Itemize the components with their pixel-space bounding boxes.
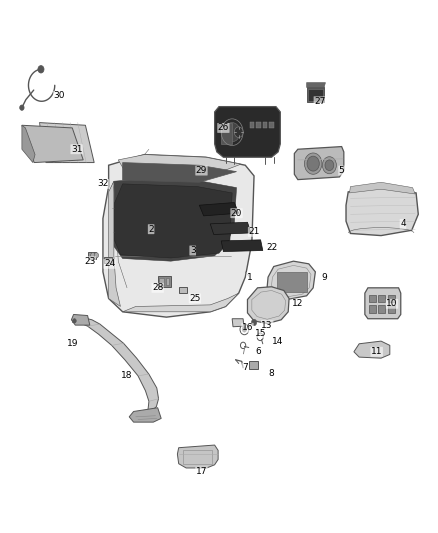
Text: 14: 14 xyxy=(272,337,284,345)
Text: 1: 1 xyxy=(247,273,253,281)
Text: 11: 11 xyxy=(371,348,382,356)
Polygon shape xyxy=(199,203,239,216)
Circle shape xyxy=(73,319,76,323)
Circle shape xyxy=(234,127,243,138)
Bar xyxy=(388,295,395,302)
Bar xyxy=(88,252,96,259)
Bar xyxy=(269,122,274,128)
Text: 3: 3 xyxy=(190,246,196,255)
Polygon shape xyxy=(39,123,94,163)
Text: 15: 15 xyxy=(255,329,266,337)
Text: 23: 23 xyxy=(84,257,95,265)
Text: 2: 2 xyxy=(148,225,154,233)
Circle shape xyxy=(307,156,319,171)
Bar xyxy=(369,295,376,302)
Bar xyxy=(221,123,232,144)
Circle shape xyxy=(20,105,24,110)
Text: 21: 21 xyxy=(248,228,260,236)
Circle shape xyxy=(38,66,44,73)
Text: 31: 31 xyxy=(71,145,82,154)
Text: 26: 26 xyxy=(218,124,229,132)
Text: 5: 5 xyxy=(339,166,345,175)
Bar xyxy=(250,122,254,128)
Bar xyxy=(158,276,171,287)
Text: 24: 24 xyxy=(104,260,115,268)
Circle shape xyxy=(251,319,257,326)
Text: 32: 32 xyxy=(97,180,109,188)
Text: 22: 22 xyxy=(266,244,277,252)
Circle shape xyxy=(94,253,99,258)
Bar xyxy=(104,257,112,263)
Polygon shape xyxy=(232,319,244,327)
Text: 29: 29 xyxy=(196,166,207,175)
Bar xyxy=(307,87,324,102)
Polygon shape xyxy=(123,163,237,182)
Text: 13: 13 xyxy=(261,321,273,329)
Polygon shape xyxy=(354,341,390,358)
Polygon shape xyxy=(350,182,415,194)
Text: 30: 30 xyxy=(53,92,65,100)
Circle shape xyxy=(224,123,240,142)
Circle shape xyxy=(304,153,322,174)
Polygon shape xyxy=(22,125,35,163)
Bar xyxy=(378,295,385,302)
Polygon shape xyxy=(267,261,315,300)
Text: 9: 9 xyxy=(321,273,327,281)
Polygon shape xyxy=(177,445,218,468)
Polygon shape xyxy=(210,222,251,235)
Polygon shape xyxy=(307,83,325,87)
Bar xyxy=(166,278,169,285)
Polygon shape xyxy=(123,293,239,312)
Bar xyxy=(183,450,212,464)
Text: 17: 17 xyxy=(196,467,207,476)
Bar xyxy=(159,278,164,285)
Text: 6: 6 xyxy=(255,348,261,356)
Bar xyxy=(256,122,261,128)
Polygon shape xyxy=(72,318,159,416)
Text: 7: 7 xyxy=(242,364,248,372)
Polygon shape xyxy=(22,125,83,163)
Bar xyxy=(388,305,395,313)
Polygon shape xyxy=(115,184,232,258)
Polygon shape xyxy=(110,179,237,261)
Polygon shape xyxy=(71,314,90,325)
Bar xyxy=(263,122,267,128)
Text: 19: 19 xyxy=(67,340,78,348)
Text: 12: 12 xyxy=(292,300,304,308)
Text: 18: 18 xyxy=(121,372,133,380)
Polygon shape xyxy=(247,287,289,324)
Polygon shape xyxy=(109,181,120,306)
Text: 20: 20 xyxy=(231,209,242,217)
Polygon shape xyxy=(215,107,280,157)
Polygon shape xyxy=(294,147,344,180)
Bar xyxy=(369,305,376,313)
Bar xyxy=(277,272,307,292)
Text: 16: 16 xyxy=(242,324,253,332)
Polygon shape xyxy=(346,188,418,236)
Circle shape xyxy=(91,253,95,258)
Text: 28: 28 xyxy=(152,284,163,292)
Circle shape xyxy=(242,327,247,332)
Polygon shape xyxy=(365,288,401,319)
Text: 8: 8 xyxy=(268,369,275,377)
Text: 10: 10 xyxy=(386,300,398,308)
Bar xyxy=(249,361,258,369)
Text: 27: 27 xyxy=(314,97,325,106)
Bar xyxy=(308,89,323,101)
Circle shape xyxy=(322,157,336,174)
Bar xyxy=(378,305,385,313)
Text: 25: 25 xyxy=(189,294,201,303)
Polygon shape xyxy=(221,240,263,252)
Polygon shape xyxy=(129,408,161,422)
Polygon shape xyxy=(118,155,241,176)
Bar xyxy=(179,287,187,293)
Polygon shape xyxy=(103,155,254,317)
Text: 4: 4 xyxy=(400,220,406,228)
Circle shape xyxy=(325,160,334,171)
